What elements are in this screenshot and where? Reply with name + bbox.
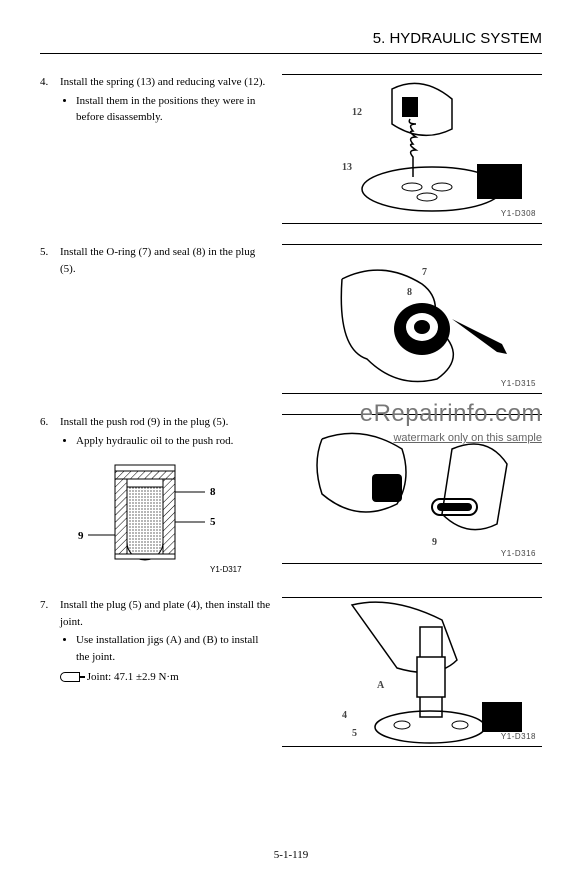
figure-code: Y1-D315	[501, 378, 536, 390]
diagram-code: Y1-D317	[210, 565, 242, 574]
section-title: 5. HYDRAULIC SYSTEM	[373, 30, 542, 47]
step-body: Install the O-ring (7) and seal (8) in t…	[60, 244, 282, 394]
callout-12: 12	[352, 105, 362, 120]
step-number: 5.	[40, 244, 60, 394]
callout-5: 5	[352, 726, 357, 741]
step-bullets: Apply hydraulic oil to the push rod.	[76, 433, 272, 450]
step-6: 6. Install the push rod (9) in the plug …	[40, 414, 542, 577]
illustration-plug-plate	[302, 597, 522, 747]
step-text: Install the plug (5) and plate (4), then…	[60, 599, 270, 628]
illustration-push-rod	[302, 419, 522, 559]
step-body: Install the spring (13) and reducing val…	[60, 74, 282, 224]
figure-6: 9 Y1-D316	[282, 414, 542, 577]
step-4: 4. Install the spring (13) and reducing …	[40, 74, 542, 224]
page: 5. HYDRAULIC SYSTEM 4. Install the sprin…	[0, 0, 582, 873]
callout-8: 8	[407, 285, 412, 300]
step-text: Install the push rod (9) in the plug (5)…	[60, 416, 228, 428]
bullet: Install them in the positions they were …	[76, 93, 272, 126]
bullet: Use installation jigs (A) and (B) to ins…	[76, 632, 272, 665]
torque-spec: Joint: 47.1 ±2.9 N·m	[60, 669, 272, 686]
figure-frame: 7 8 Y1-D315	[282, 244, 542, 394]
step-bullets: Use installation jigs (A) and (B) to ins…	[76, 632, 272, 665]
step-body: Install the plug (5) and plate (4), then…	[60, 597, 282, 747]
figure-5: 7 8 Y1-D315	[282, 244, 542, 394]
figure-code: Y1-D316	[501, 548, 536, 560]
page-number: 5-1-119	[274, 849, 308, 861]
illustration-spring-valve	[302, 79, 522, 219]
figure-4: 12 13 Y1-D308	[282, 74, 542, 224]
callout-A: A	[377, 678, 384, 693]
figure-code: Y1-D318	[501, 731, 536, 743]
step-5: 5. Install the O-ring (7) and seal (8) i…	[40, 244, 542, 394]
page-footer: 5-1-119	[0, 849, 582, 861]
section-header: 5. HYDRAULIC SYSTEM	[40, 30, 542, 54]
step-number: 7.	[40, 597, 60, 747]
figure-frame: A 4 5 Y1-D318	[282, 597, 542, 747]
step-7: 7. Install the plug (5) and plate (4), t…	[40, 597, 542, 747]
step-number: 6.	[40, 414, 60, 577]
cross-section-diagram: 8 5 9 Y1-D317	[60, 457, 260, 577]
diagram-label-8: 8	[210, 486, 216, 498]
figure-7: A 4 5 Y1-D318	[282, 597, 542, 747]
diagram-label-5: 5	[210, 516, 216, 528]
step-body: Install the push rod (9) in the plug (5)…	[60, 414, 282, 577]
step-text: Install the O-ring (7) and seal (8) in t…	[60, 246, 255, 275]
figure-code: Y1-D308	[501, 208, 536, 220]
step-number: 4.	[40, 74, 60, 224]
figure-frame: 9 Y1-D316	[282, 414, 542, 564]
step-text: Install the spring (13) and reducing val…	[60, 76, 265, 88]
figure-frame: 12 13 Y1-D308	[282, 74, 542, 224]
torque-text: Joint: 47.1 ±2.9 N·m	[87, 671, 179, 683]
bullet: Apply hydraulic oil to the push rod.	[76, 433, 272, 450]
callout-9: 9	[432, 535, 437, 550]
illustration-oring-seal	[302, 249, 522, 389]
inline-diagram: 8 5 9 Y1-D317	[60, 457, 220, 577]
diagram-label-9: 9	[78, 530, 84, 542]
torque-icon	[60, 672, 80, 682]
step-bullets: Install them in the positions they were …	[76, 93, 272, 126]
callout-4: 4	[342, 708, 347, 723]
callout-13: 13	[342, 160, 352, 175]
callout-7: 7	[422, 265, 427, 280]
